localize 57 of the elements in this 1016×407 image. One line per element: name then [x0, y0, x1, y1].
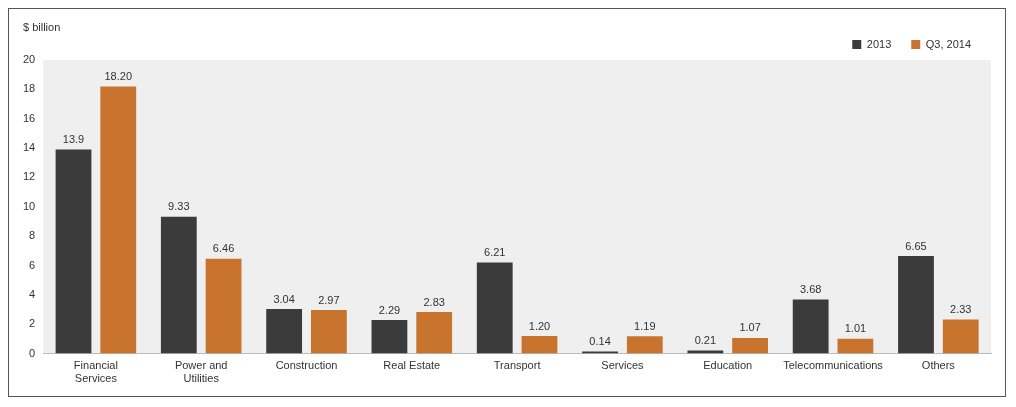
y-tick-label: 16 [22, 111, 36, 124]
data-label: 1.01 [844, 322, 867, 335]
x-tick-label: Real Estate [383, 359, 441, 372]
x-tick-label: Construction [275, 359, 338, 372]
y-axis-title: $ billion [23, 20, 61, 33]
bar [476, 262, 513, 354]
bar [942, 319, 979, 354]
y-tick-label: 0 [29, 346, 36, 359]
data-label: 13.9 [62, 133, 85, 146]
data-label: 0.21 [694, 334, 717, 347]
data-label: 2.97 [318, 293, 340, 306]
data-label: 0.14 [589, 335, 611, 348]
data-label: 3.68 [799, 283, 822, 296]
y-tick-label: 18 [22, 82, 36, 95]
data-label: 2.83 [423, 295, 445, 308]
y-tick-label: 12 [22, 170, 36, 183]
x-tick-label: Telecommunications [783, 359, 884, 372]
data-label: 6.46 [212, 242, 235, 255]
bar [266, 308, 303, 354]
bar [792, 299, 829, 354]
bar [100, 86, 137, 354]
data-label: 1.20 [528, 319, 551, 332]
data-label: 2.29 [378, 303, 401, 316]
y-tick-label: 6 [29, 258, 36, 271]
legend-label: 2013 [866, 37, 892, 50]
bar [205, 258, 242, 354]
data-label: 9.33 [168, 200, 190, 213]
bar [837, 338, 874, 354]
data-label: 6.21 [484, 245, 506, 258]
x-tick-label: Transport [493, 359, 541, 372]
bar [416, 312, 453, 354]
data-label: 6.65 [905, 239, 927, 252]
x-tick-label: Others [921, 359, 956, 372]
data-label: 2.33 [950, 302, 972, 315]
bar [160, 216, 197, 354]
y-tick-label: 2 [29, 317, 36, 330]
data-label: 3.04 [273, 292, 295, 305]
x-tick-label: Services [601, 359, 645, 372]
bar [55, 149, 92, 354]
x-tick-label: Education [703, 359, 753, 372]
bar [371, 319, 408, 354]
x-tick-label: Financial Services [73, 359, 118, 385]
y-tick-label: 8 [29, 229, 36, 242]
data-label: 1.19 [634, 319, 656, 332]
x-tick-label: Power and Utilities [174, 359, 228, 385]
y-tick-label: 10 [22, 199, 36, 212]
y-tick-label: 14 [22, 141, 36, 154]
y-tick-label: 20 [22, 53, 36, 66]
bar [626, 336, 663, 354]
bar [732, 337, 769, 354]
data-label: 1.07 [739, 321, 761, 334]
bar [898, 255, 934, 354]
legend-label: Q3, 2014 [925, 37, 972, 50]
y-tick-label: 4 [29, 287, 36, 300]
bar [521, 335, 558, 354]
bar [310, 310, 347, 354]
data-label: 18.20 [104, 69, 133, 82]
